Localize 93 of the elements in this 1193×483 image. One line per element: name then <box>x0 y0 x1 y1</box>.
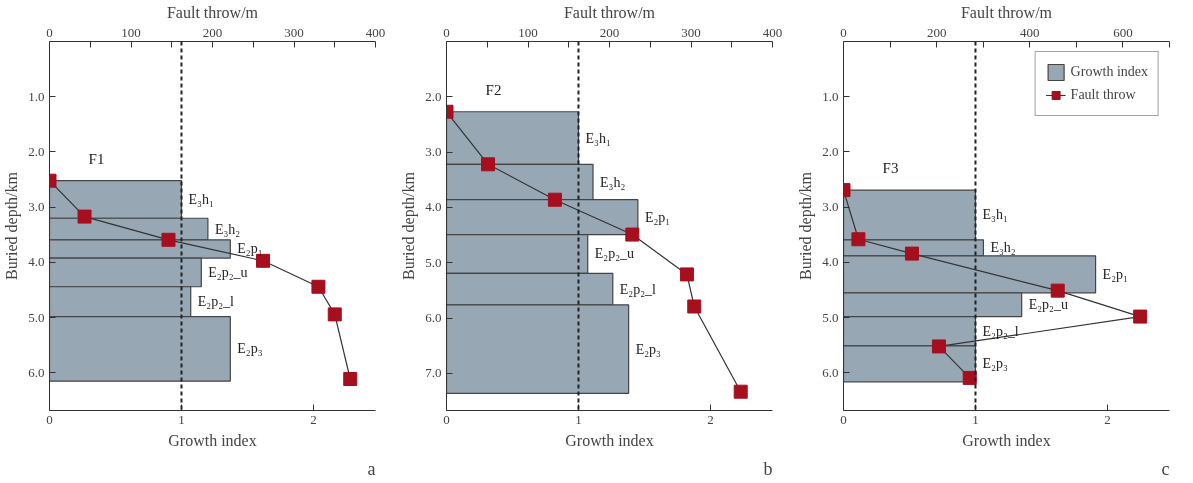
legend-label: Fault throw <box>1070 87 1136 103</box>
x2-tick-label: 400 <box>762 24 783 40</box>
x2-axis-title: Fault throw/m <box>563 3 656 21</box>
point <box>904 246 919 261</box>
y-tick-label: 6.0 <box>822 364 839 380</box>
y-tick-label: 6.0 <box>425 310 442 326</box>
x2-axis-title: Fault throw/m <box>166 3 259 21</box>
x-axis-title: Growth index <box>565 431 654 449</box>
x2-tick-label: 600 <box>1113 24 1133 40</box>
x2-tick-label: 0 <box>443 24 450 40</box>
category-label: E₃h₁ <box>982 207 1008 223</box>
y-tick-label: 1.0 <box>28 88 45 104</box>
y-axis-title: Buried depth/km <box>400 171 419 280</box>
point <box>481 157 496 172</box>
x2-axis-title: Fault throw/m <box>960 3 1053 21</box>
category-label: E₃h₁ <box>585 130 611 146</box>
point <box>161 232 176 247</box>
x-tick-label: 2 <box>707 411 714 427</box>
category-label: E₂p₁ <box>1102 266 1128 282</box>
y-tick-label: 3.0 <box>822 199 839 215</box>
category-label: E₂p₂_u <box>1028 297 1069 313</box>
x-tick-label: 2 <box>1104 411 1111 427</box>
text: c <box>1161 458 1170 479</box>
y-axis-title: Buried depth/km <box>3 171 22 280</box>
y-tick-label: 6.0 <box>28 364 45 380</box>
point <box>77 209 92 224</box>
point <box>327 307 342 322</box>
x-tick-label: 2 <box>310 411 317 427</box>
y-tick-label: 5.0 <box>822 309 839 325</box>
text: b <box>763 458 773 479</box>
point <box>851 232 866 247</box>
category-label: E₂p₃ <box>237 341 263 357</box>
x2-tick-label: 100 <box>518 24 538 40</box>
x2-tick-label: 0 <box>46 24 53 40</box>
y-tick-label: 2.0 <box>822 143 839 159</box>
y-tick-label: 7.0 <box>425 365 442 381</box>
point <box>1133 309 1148 324</box>
text: F3 <box>882 160 899 177</box>
category-label: E₂p₂_u <box>208 264 248 280</box>
category-label: E₃h₁ <box>188 191 214 207</box>
x2-tick-label: 300 <box>681 24 701 40</box>
x2-tick-label: 100 <box>121 24 141 40</box>
y-tick-label: 3.0 <box>425 144 442 160</box>
x-tick-label: 1 <box>178 411 185 427</box>
x-tick-label: 0 <box>46 411 53 427</box>
category-label: E₂p₂_l <box>197 294 234 310</box>
y-axis-title: Buried depth/km <box>797 171 816 280</box>
category-label: E₃h₂ <box>600 174 626 190</box>
point <box>679 267 694 282</box>
point <box>311 279 326 294</box>
x2-tick-label: 200 <box>599 24 620 40</box>
category-label: E₂p₂_u <box>594 246 635 262</box>
category-label: E₃h₂ <box>214 221 241 237</box>
category-label: E₂p₂_l <box>619 281 656 297</box>
category-label: E₂p₃ <box>635 341 661 357</box>
x-axis-title: Growth index <box>168 431 257 449</box>
x-tick-label: 1 <box>575 411 582 427</box>
x2-tick-label: 400 <box>365 24 386 40</box>
category-label: E₂p₃ <box>982 356 1008 372</box>
x2-tick-label: 200 <box>202 24 223 40</box>
y-tick-label: 3.0 <box>28 199 45 215</box>
y-tick-label: 1.0 <box>822 88 839 104</box>
y-tick-label: 2.0 <box>28 143 45 159</box>
category-label: E₂p₂_l <box>982 323 1019 339</box>
point <box>931 339 946 354</box>
category-label: E₃h₂ <box>990 240 1016 256</box>
point <box>343 372 358 387</box>
x-tick-label: 0 <box>443 411 450 427</box>
legend-label: Growth index <box>1070 64 1148 80</box>
x2-tick-label: 300 <box>284 24 304 40</box>
x-tick-label: 1 <box>972 411 979 427</box>
y-tick-label: 4.0 <box>425 199 442 215</box>
category-label: E₂p₁ <box>644 209 671 225</box>
point <box>733 384 748 399</box>
x-axis-title: Growth index <box>962 431 1051 449</box>
category-label: E₂p₁ <box>237 241 263 257</box>
point <box>625 227 640 242</box>
text: F2 <box>485 81 502 98</box>
point <box>547 192 562 207</box>
x2-tick-label: 0 <box>840 24 847 40</box>
y-tick-label: 4.0 <box>28 254 45 270</box>
point <box>687 299 702 314</box>
text: a <box>367 458 376 479</box>
x2-tick-label: 400 <box>1020 24 1040 40</box>
y-tick-label: 2.0 <box>425 88 442 104</box>
x2-tick-label: 200 <box>926 24 947 40</box>
point <box>962 370 977 385</box>
y-tick-label: 4.0 <box>822 254 839 270</box>
point <box>1050 283 1065 298</box>
y-tick-label: 5.0 <box>28 309 45 325</box>
y-tick-label: 5.0 <box>425 254 442 270</box>
x-tick-label: 0 <box>840 411 847 427</box>
text: F1 <box>88 150 105 167</box>
